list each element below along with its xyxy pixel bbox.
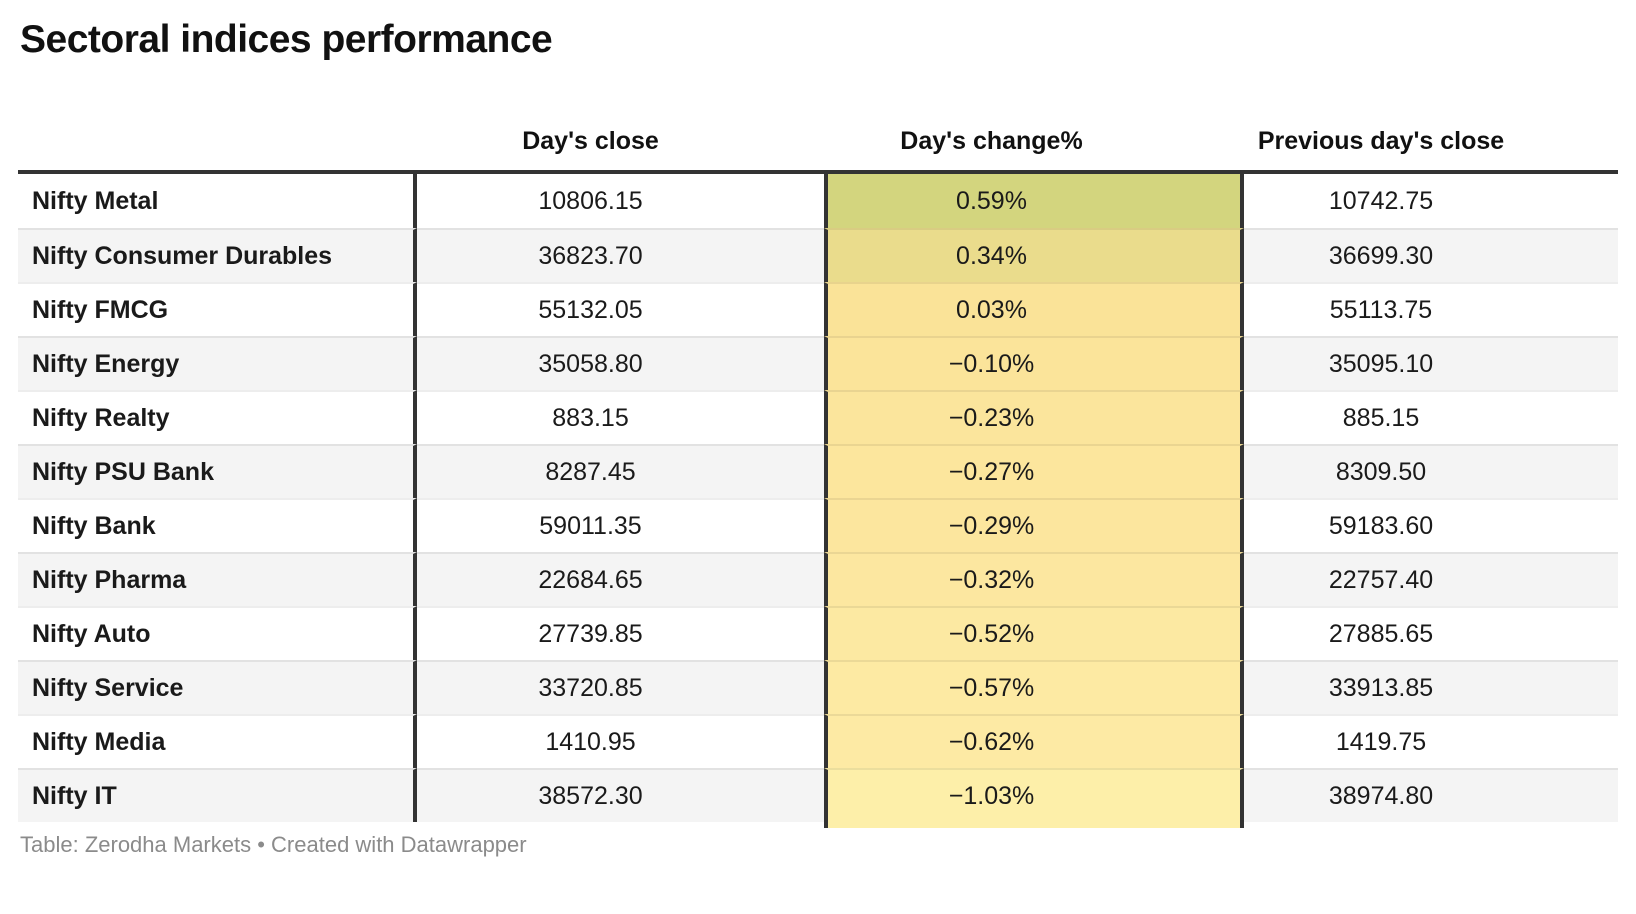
previous-close-value: 8309.50 (1244, 444, 1618, 498)
days-close-value: 8287.45 (417, 444, 824, 498)
table-row: Nifty Media 1410.95 −0.62% 1419.75 (18, 714, 1618, 768)
table-header-row: Day's close Day's change% Previous day's… (18, 112, 1618, 170)
days-close-value: 35058.80 (417, 336, 824, 390)
row-label: Nifty Pharma (18, 552, 417, 606)
row-label: Nifty Energy (18, 336, 417, 390)
table-row: Nifty FMCG 55132.05 0.03% 55113.75 (18, 282, 1618, 336)
table-row: Nifty PSU Bank 8287.45 −0.27% 8309.50 (18, 444, 1618, 498)
previous-close-value: 27885.65 (1244, 606, 1618, 660)
row-label: Nifty Metal (18, 174, 417, 228)
days-close-value: 883.15 (417, 390, 824, 444)
days-change-value: 0.34% (824, 228, 1244, 282)
row-label: Nifty Realty (18, 390, 417, 444)
previous-close-value: 10742.75 (1244, 174, 1618, 228)
table-row: Nifty Metal 10806.15 0.59% 10742.75 (18, 174, 1618, 228)
days-change-value: −0.29% (824, 498, 1244, 552)
previous-close-value: 59183.60 (1244, 498, 1618, 552)
days-change-value: 0.59% (824, 174, 1244, 228)
table-row: Nifty Service 33720.85 −0.57% 33913.85 (18, 660, 1618, 714)
days-close-value: 10806.15 (417, 174, 824, 228)
header-row-label (18, 112, 417, 170)
previous-close-value: 885.15 (1244, 390, 1618, 444)
days-close-value: 59011.35 (417, 498, 824, 552)
row-label: Nifty Media (18, 714, 417, 768)
days-close-value: 38572.30 (417, 768, 824, 822)
previous-close-value: 1419.75 (1244, 714, 1618, 768)
days-change-value: −1.03% (824, 768, 1244, 822)
days-close-value: 27739.85 (417, 606, 824, 660)
days-close-value: 36823.70 (417, 228, 824, 282)
cutoff-row (18, 822, 1618, 828)
row-label: Nifty PSU Bank (18, 444, 417, 498)
days-change-value: −0.27% (824, 444, 1244, 498)
table-row: Nifty Realty 883.15 −0.23% 885.15 (18, 390, 1618, 444)
table-row: Nifty Auto 27739.85 −0.52% 27885.65 (18, 606, 1618, 660)
days-change-value: 0.03% (824, 282, 1244, 336)
days-change-value: −0.23% (824, 390, 1244, 444)
previous-close-value: 55113.75 (1244, 282, 1618, 336)
header-days-change: Day's change% (900, 126, 1083, 155)
table-row: Nifty Bank 59011.35 −0.29% 59183.60 (18, 498, 1618, 552)
days-close-value: 1410.95 (417, 714, 824, 768)
previous-close-value: 38974.80 (1244, 768, 1618, 822)
previous-close-value: 35095.10 (1244, 336, 1618, 390)
days-change-value: −0.32% (824, 552, 1244, 606)
table-footer-credit: Table: Zerodha Markets • Created with Da… (20, 832, 527, 857)
previous-close-value: 36699.30 (1244, 228, 1618, 282)
days-change-value: −0.10% (824, 336, 1244, 390)
table-row: Nifty Consumer Durables 36823.70 0.34% 3669… (18, 228, 1618, 282)
page-title: Sectoral indices performance (20, 18, 553, 61)
table-row: Nifty Pharma 22684.65 −0.32% 22757.40 (18, 552, 1618, 606)
row-label: Nifty IT (18, 768, 417, 822)
days-close-value: 33720.85 (417, 660, 824, 714)
table-row: Nifty Energy 35058.80 −0.10% 35095.10 (18, 336, 1618, 390)
header-days-close: Day's close (522, 126, 659, 155)
row-label: Nifty Auto (18, 606, 417, 660)
previous-close-value: 22757.40 (1244, 552, 1618, 606)
previous-close-value: 33913.85 (1244, 660, 1618, 714)
header-previous-close: Previous day's close (1257, 126, 1505, 155)
table-body: Nifty Metal 10806.15 0.59% 10742.75 Nifty Co… (18, 174, 1618, 822)
header-divider-rule (18, 170, 1618, 174)
row-label: Nifty FMCG (18, 282, 417, 336)
days-change-value: −0.57% (824, 660, 1244, 714)
cutoff-change-cell (824, 822, 1244, 828)
days-change-value: −0.52% (824, 606, 1244, 660)
row-label: Nifty Service (18, 660, 417, 714)
table-row: Nifty IT 38572.30 −1.03% 38974.80 (18, 768, 1618, 822)
days-close-value: 22684.65 (417, 552, 824, 606)
days-close-value: 55132.05 (417, 282, 824, 336)
row-label: Nifty Bank (18, 498, 417, 552)
days-change-value: −0.62% (824, 714, 1244, 768)
sector-table: Day's close Day's change% Previous day's… (18, 112, 1618, 828)
row-label: Nifty Consumer Durables (18, 228, 417, 282)
